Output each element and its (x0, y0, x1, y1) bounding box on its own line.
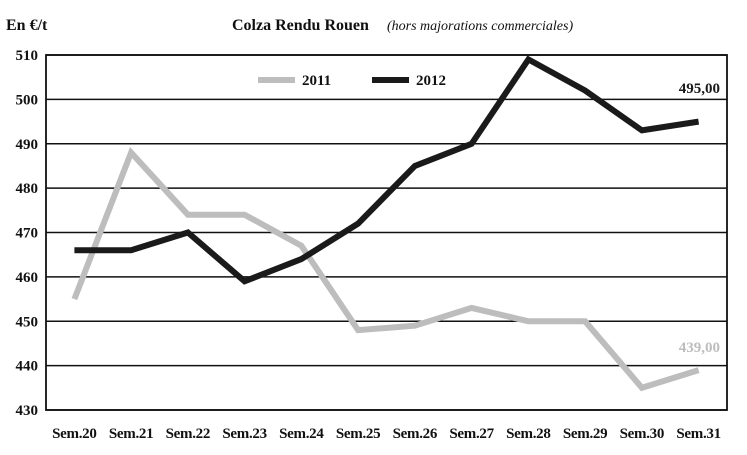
x-tick-label: Sem.27 (449, 426, 494, 442)
series-line-2012 (74, 55, 700, 285)
x-tick-label: Sem.26 (393, 426, 438, 442)
x-tick-label: Sem.29 (563, 426, 607, 442)
legend-label-2011: 2011 (302, 73, 331, 89)
y-tick-label: 490 (16, 137, 39, 153)
x-tick-label: Sem.20 (52, 426, 96, 442)
data-label-2011-last: 439,00 (679, 340, 720, 356)
x-axis-ticks: Sem.20 Sem.21 Sem.22 Sem.23 Sem.24 Sem.25 Sem.… (52, 426, 721, 442)
x-tick-label: Sem.25 (336, 426, 380, 442)
chart-subtitle: (hors majorations commerciales) (387, 19, 573, 34)
x-tick-label: Sem.21 (109, 426, 153, 442)
plot-frame (45, 54, 728, 411)
y-axis-ticks: 510 500 490 480 470 460 450 440 430 (16, 48, 39, 419)
y-tick-label: 480 (16, 181, 39, 197)
y-tick-label: 430 (16, 403, 39, 419)
x-tick-label: Sem.23 (222, 426, 266, 442)
y-tick-label: 460 (16, 270, 39, 286)
x-tick-label: Sem.28 (506, 426, 550, 442)
legend-label-2012: 2012 (416, 73, 446, 89)
x-tick-label: Sem.24 (279, 426, 324, 442)
y-tick-label: 450 (16, 314, 39, 330)
gridlines (46, 54, 727, 411)
x-tick-label: Sem.22 (166, 426, 210, 442)
x-tick-label: Sem.31 (676, 426, 720, 442)
y-tick-label: 500 (16, 92, 39, 108)
data-label-2012-last: 495,00 (679, 81, 720, 97)
series-lines (71, 55, 700, 392)
y-tick-label: 440 (16, 359, 39, 375)
y-unit-label: En €/t (6, 17, 48, 34)
y-tick-label: 470 (16, 226, 39, 242)
chart-title: Colza Rendu Rouen (232, 17, 369, 34)
y-tick-label: 510 (16, 48, 39, 64)
legend: 2011 2012 (258, 73, 446, 89)
series-line-2011 (71, 147, 700, 392)
x-tick-label: Sem.30 (620, 426, 664, 442)
